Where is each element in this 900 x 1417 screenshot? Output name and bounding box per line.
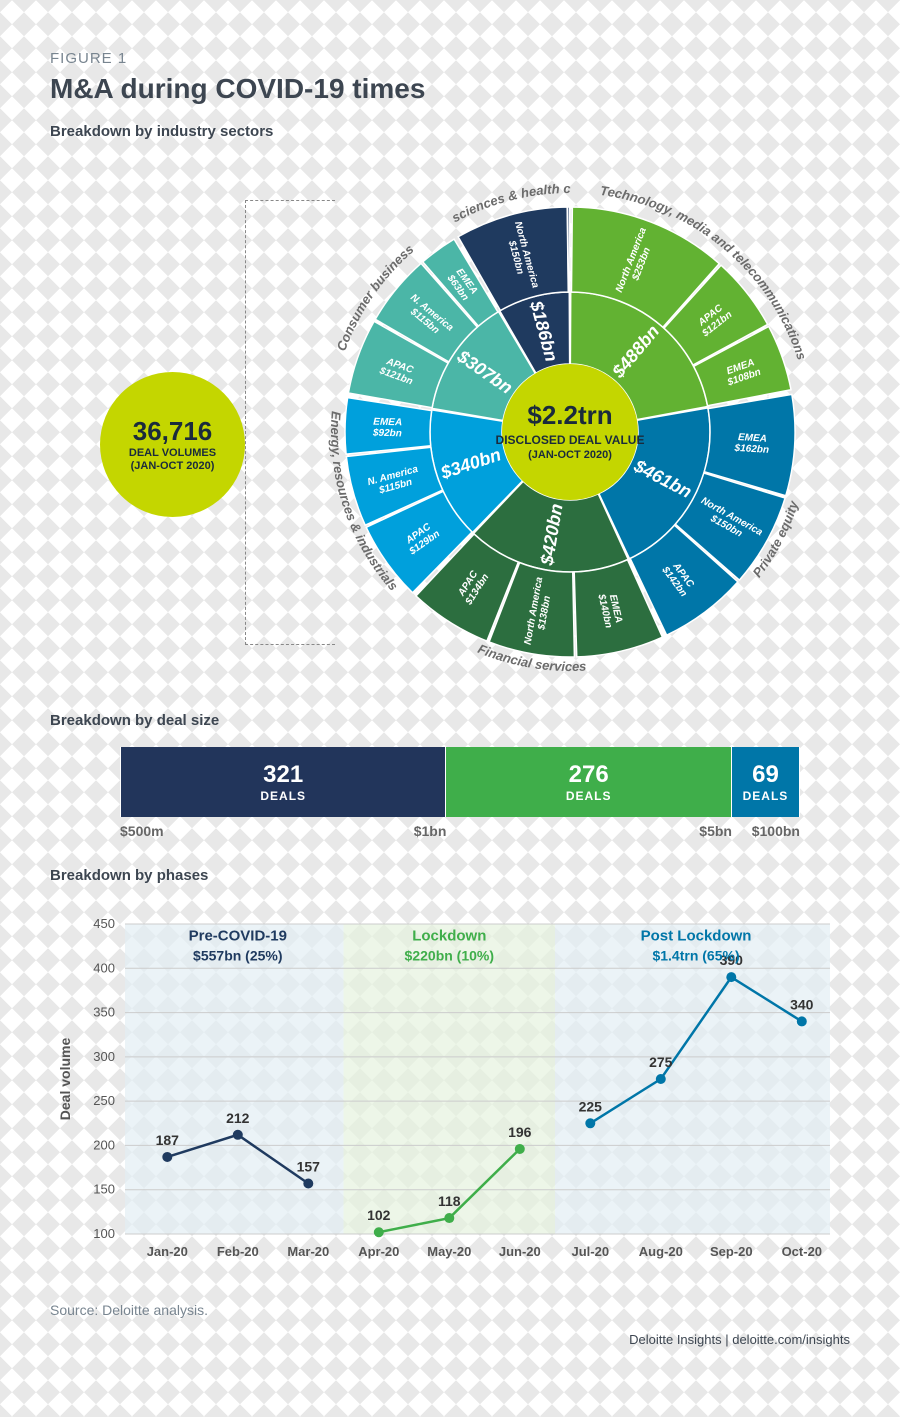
svg-text:Oct-20: Oct-20 xyxy=(782,1244,822,1259)
svg-text:187: 187 xyxy=(156,1132,180,1148)
svg-text:$557bn (25%): $557bn (25%) xyxy=(193,947,282,963)
svg-text:400: 400 xyxy=(93,960,115,975)
dealsize-segment: 321DEALS xyxy=(120,747,446,817)
source-text: Source: Deloitte analysis. xyxy=(50,1302,850,1318)
svg-text:May-20: May-20 xyxy=(427,1244,471,1259)
svg-text:212: 212 xyxy=(226,1110,250,1126)
sunburst-subhead: Breakdown by industry sectors xyxy=(50,123,850,140)
deal-volumes-circle: 36,716 DEAL VOLUMES (JAN-OCT 2020) xyxy=(100,372,245,517)
deal-volumes-number: 36,716 xyxy=(133,416,213,447)
svg-text:Jul-20: Jul-20 xyxy=(572,1244,610,1259)
svg-text:Mar-20: Mar-20 xyxy=(287,1244,329,1259)
svg-text:340: 340 xyxy=(790,996,814,1012)
svg-text:$220bn (10%): $220bn (10%) xyxy=(405,947,494,963)
svg-text:Sep-20: Sep-20 xyxy=(710,1244,753,1259)
phases-section: 100 150 200 250 300 350 400 450 Deal volume Jan-2… xyxy=(50,909,850,1284)
svg-text:100: 100 xyxy=(93,1226,115,1241)
svg-text:Jun-20: Jun-20 xyxy=(499,1244,541,1259)
svg-text:450: 450 xyxy=(93,916,115,931)
svg-text:Lockdown: Lockdown xyxy=(412,927,486,944)
dealsize-axis-label: $100bn xyxy=(732,823,800,839)
svg-text:EMEA$162bn: EMEA$162bn xyxy=(733,431,770,455)
svg-text:118: 118 xyxy=(438,1193,461,1209)
dealsize-subhead: Breakdown by deal size xyxy=(50,712,850,729)
svg-text:200: 200 xyxy=(93,1137,115,1152)
figure-label: FIGURE 1 xyxy=(50,50,850,67)
svg-text:350: 350 xyxy=(93,1005,115,1020)
svg-text:275: 275 xyxy=(649,1054,673,1070)
svg-text:(JAN-OCT 2020): (JAN-OCT 2020) xyxy=(528,449,612,461)
svg-text:Pre-COVID-19: Pre-COVID-19 xyxy=(189,927,287,944)
svg-text:300: 300 xyxy=(93,1049,115,1064)
svg-text:$2.2trn: $2.2trn xyxy=(527,400,612,430)
deal-volumes-label2: (JAN-OCT 2020) xyxy=(131,460,215,473)
sunburst-chart: $488bnNorth America$253bnAPAC$121bnEMEA$… xyxy=(280,152,900,712)
svg-text:157: 157 xyxy=(297,1159,321,1175)
attribution-text: Deloitte Insights | deloitte.com/insight… xyxy=(50,1332,850,1347)
sunburst-section: 36,716 DEAL VOLUMES (JAN-OCT 2020) $488b… xyxy=(50,152,850,712)
svg-text:Post Lockdown: Post Lockdown xyxy=(641,927,752,944)
dealsize-segment: 276DEALS xyxy=(446,747,732,817)
page-title: M&A during COVID-19 times xyxy=(50,73,850,105)
dealsize-section: 321DEALS276DEALS69DEALS $500m$1bn$5bn$10… xyxy=(50,747,850,839)
svg-text:196: 196 xyxy=(508,1124,532,1140)
dealsize-axis-label: $5bn xyxy=(446,823,732,839)
svg-text:DISCLOSED DEAL VALUE: DISCLOSED DEAL VALUE xyxy=(496,433,645,447)
svg-text:102: 102 xyxy=(367,1207,391,1223)
dealsize-axis: $500m$1bn$5bn$100bn xyxy=(120,823,800,839)
svg-text:250: 250 xyxy=(93,1093,115,1108)
svg-text:Aug-20: Aug-20 xyxy=(639,1244,683,1259)
svg-text:Apr-20: Apr-20 xyxy=(358,1244,399,1259)
phases-subhead: Breakdown by phases xyxy=(50,867,850,884)
svg-text:Deal volume: Deal volume xyxy=(57,1038,73,1121)
deal-volumes-label1: DEAL VOLUMES xyxy=(129,447,216,460)
dealsize-bar: 321DEALS276DEALS69DEALS xyxy=(120,747,800,817)
dealsize-axis-label: $1bn xyxy=(120,823,446,839)
svg-text:Jan-20: Jan-20 xyxy=(147,1244,188,1259)
dealsize-segment: 69DEALS xyxy=(732,747,800,817)
svg-text:Feb-20: Feb-20 xyxy=(217,1244,259,1259)
svg-text:150: 150 xyxy=(93,1182,115,1197)
svg-text:EMEA$92bn: EMEA$92bn xyxy=(372,416,402,439)
svg-text:$1.4trn (65%): $1.4trn (65%) xyxy=(652,947,739,963)
phases-chart: 100 150 200 250 300 350 400 450 Deal volume Jan-2… xyxy=(50,909,850,1279)
svg-text:225: 225 xyxy=(579,1098,603,1114)
